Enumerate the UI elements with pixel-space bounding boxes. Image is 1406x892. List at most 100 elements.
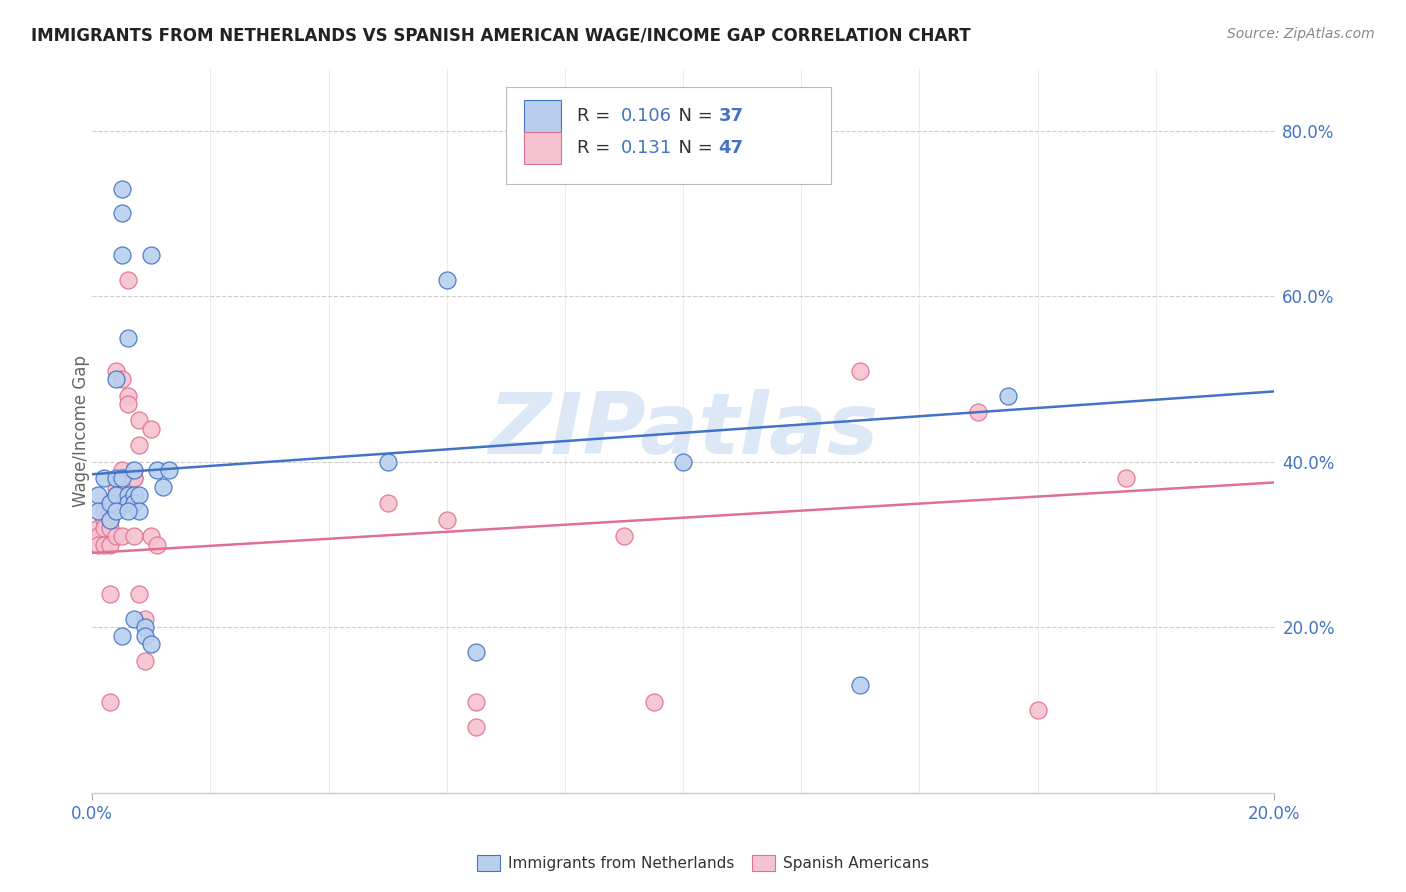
Point: [134, 653, 156, 667]
Point: [122, 488, 145, 502]
Point: [465, 695, 488, 709]
Text: N =: N =: [666, 139, 718, 157]
Text: R =: R =: [576, 139, 621, 157]
Point: [111, 488, 134, 502]
Point: [104, 488, 127, 502]
Point: [111, 206, 134, 220]
Point: [117, 273, 139, 287]
Point: [93, 538, 115, 552]
Point: [87, 504, 110, 518]
Point: [117, 496, 139, 510]
Point: [98, 538, 121, 552]
Point: [122, 496, 145, 510]
Point: [117, 388, 139, 402]
Point: [146, 538, 169, 552]
Point: [104, 372, 127, 386]
Point: [122, 612, 145, 626]
Point: [146, 463, 169, 477]
Text: R =: R =: [576, 107, 621, 125]
Point: [98, 587, 121, 601]
Point: [117, 480, 139, 494]
Point: [111, 372, 134, 386]
Point: [157, 463, 180, 477]
Point: [849, 678, 872, 692]
Point: [117, 504, 139, 518]
Text: IMMIGRANTS FROM NETHERLANDS VS SPANISH AMERICAN WAGE/INCOME GAP CORRELATION CHAR: IMMIGRANTS FROM NETHERLANDS VS SPANISH A…: [31, 27, 970, 45]
Point: [104, 471, 127, 485]
Point: [111, 471, 134, 485]
Point: [643, 695, 665, 709]
Point: [997, 388, 1019, 402]
Point: [613, 529, 636, 543]
Point: [98, 513, 121, 527]
Text: 0.106: 0.106: [620, 107, 672, 125]
Point: [377, 496, 399, 510]
Point: [111, 629, 134, 643]
Point: [436, 273, 458, 287]
Point: [141, 637, 163, 651]
FancyBboxPatch shape: [523, 132, 561, 164]
Point: [104, 504, 127, 518]
FancyBboxPatch shape: [506, 87, 831, 185]
Point: [128, 488, 150, 502]
Text: 37: 37: [718, 107, 744, 125]
Point: [104, 488, 127, 502]
Point: [1026, 703, 1049, 717]
Point: [128, 504, 150, 518]
Point: [134, 629, 156, 643]
Legend: Immigrants from Netherlands, Spanish Americans: Immigrants from Netherlands, Spanish Ame…: [471, 849, 935, 877]
Point: [141, 529, 163, 543]
Text: Source: ZipAtlas.com: Source: ZipAtlas.com: [1227, 27, 1375, 41]
Text: ZIPatlas: ZIPatlas: [488, 389, 879, 472]
Point: [98, 504, 121, 518]
Point: [117, 488, 139, 502]
Point: [104, 364, 127, 378]
Point: [98, 521, 121, 535]
Point: [436, 513, 458, 527]
Point: [87, 488, 110, 502]
Point: [465, 645, 488, 659]
Point: [377, 455, 399, 469]
Point: [465, 720, 488, 734]
Point: [128, 438, 150, 452]
Point: [141, 248, 163, 262]
Text: 0.131: 0.131: [620, 139, 672, 157]
Point: [134, 620, 156, 634]
Point: [87, 538, 110, 552]
Point: [87, 521, 110, 535]
FancyBboxPatch shape: [523, 100, 561, 131]
Point: [98, 496, 121, 510]
Point: [849, 364, 872, 378]
Point: [93, 471, 115, 485]
Point: [672, 455, 695, 469]
Point: [117, 330, 139, 344]
Point: [93, 521, 115, 535]
Point: [111, 471, 134, 485]
Y-axis label: Wage/Income Gap: Wage/Income Gap: [72, 355, 90, 507]
Point: [104, 480, 127, 494]
Point: [122, 529, 145, 543]
Point: [117, 397, 139, 411]
Text: N =: N =: [666, 107, 718, 125]
Point: [141, 422, 163, 436]
Point: [1115, 471, 1137, 485]
Point: [122, 471, 145, 485]
Point: [122, 463, 145, 477]
Point: [111, 248, 134, 262]
Point: [128, 413, 150, 427]
Point: [93, 513, 115, 527]
Point: [134, 612, 156, 626]
Point: [98, 695, 121, 709]
Point: [967, 405, 990, 419]
Point: [87, 529, 110, 543]
Point: [111, 181, 134, 195]
Point: [122, 471, 145, 485]
Point: [93, 504, 115, 518]
Point: [111, 463, 134, 477]
Point: [98, 513, 121, 527]
Point: [128, 587, 150, 601]
Point: [104, 529, 127, 543]
Point: [152, 480, 174, 494]
Point: [111, 529, 134, 543]
Text: 47: 47: [718, 139, 744, 157]
